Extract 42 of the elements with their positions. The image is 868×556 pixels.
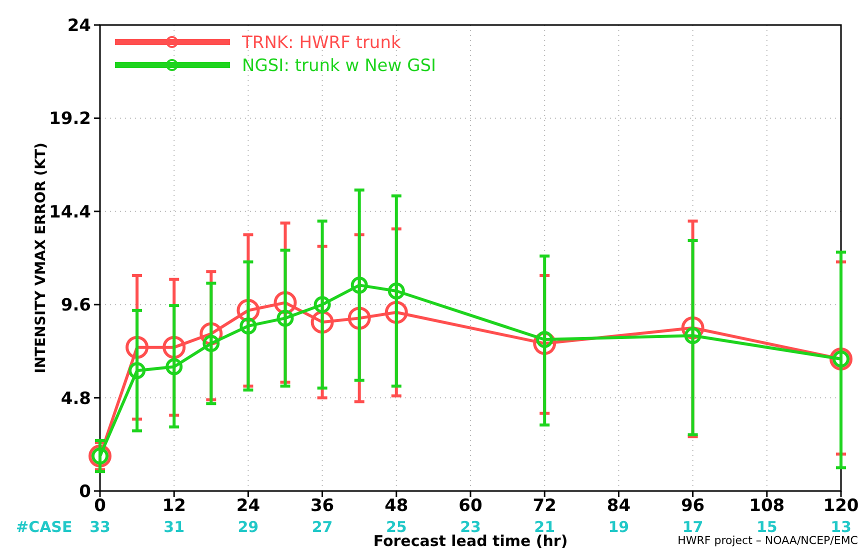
text: NGSI: trunk w New GSI (242, 56, 436, 76)
point (276, 310, 294, 327)
y-tick-label: 19.2 (49, 109, 91, 130)
point (240, 317, 257, 334)
x-tick-label: 120 (823, 496, 859, 516)
x-tick-label: 72 (532, 496, 556, 516)
y-axis-title: INTENSITY VMAX ERROR (KT) (33, 142, 49, 374)
text: TRNK: HWRF trunk (241, 32, 401, 53)
point (162, 336, 186, 359)
x-tick-label: 24 (236, 496, 260, 516)
x-tick-label: 60 (458, 496, 482, 516)
x-tick-label: 12 (162, 496, 186, 516)
x-tick-label: 84 (606, 496, 631, 516)
point (126, 336, 149, 359)
text: 13 (830, 518, 852, 536)
y-tick-label: 24 (67, 16, 92, 36)
text: 19 (608, 518, 630, 536)
point (348, 306, 371, 330)
point (384, 300, 408, 324)
point (350, 276, 368, 294)
text: 27 (312, 518, 333, 536)
text: 15 (756, 518, 778, 536)
text: 33 (90, 518, 110, 536)
y-tick-label: 0 (79, 482, 92, 502)
text: 29 (238, 518, 259, 536)
y-tick-label: 14.4 (49, 202, 92, 222)
x-tick-label: 96 (680, 496, 705, 516)
point (128, 362, 146, 380)
x-tick-label: 0 (94, 496, 106, 516)
text: #CASE (16, 518, 72, 536)
y-tick-label: 4.8 (60, 388, 91, 409)
point (202, 334, 220, 352)
x-tick-label: 36 (310, 496, 334, 516)
x-tick-label: 108 (749, 496, 785, 516)
y-tick-label: 9.6 (60, 296, 91, 316)
text: HWRF project – NOAA/NCEP/EMC (678, 534, 858, 547)
point (314, 296, 331, 314)
text: 31 (164, 518, 185, 536)
point (166, 358, 183, 376)
x-tick-label: 48 (384, 496, 408, 516)
text: 17 (682, 518, 704, 536)
point (388, 282, 405, 300)
